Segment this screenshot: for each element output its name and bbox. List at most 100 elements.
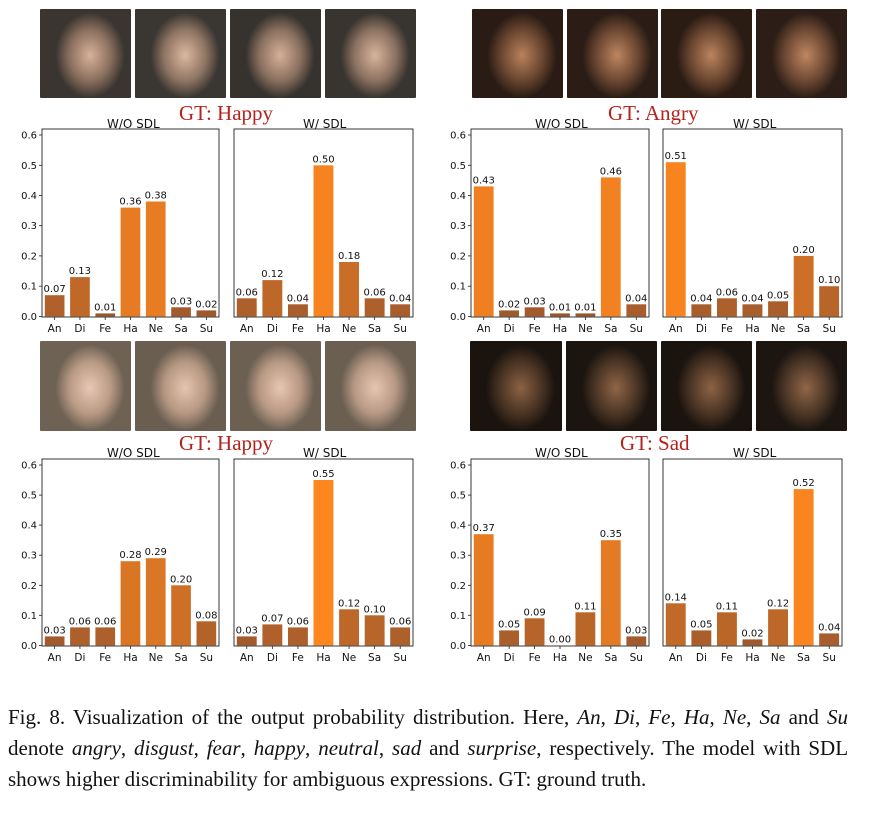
x-tick-label: Fe [99, 652, 111, 664]
y-tick-label: 0.3 [450, 551, 466, 562]
bar-ne [575, 612, 596, 646]
x-tick-label: Sa [368, 652, 381, 664]
data-label: 0.20 [792, 245, 814, 256]
face-thumbnail [135, 9, 226, 98]
bar-ne [768, 609, 788, 646]
y-tick-label: 0.3 [21, 221, 37, 232]
bar-sa [364, 298, 385, 317]
x-tick-label: Sa [175, 652, 188, 664]
bar-an [665, 162, 686, 317]
face-thumbnail [135, 341, 226, 431]
data-label: 0.01 [549, 302, 571, 313]
data-label: 0.01 [574, 302, 596, 313]
x-tick-label: Fe [529, 323, 541, 335]
caption-sep: denote [8, 736, 72, 760]
data-label: 0.10 [363, 604, 385, 615]
bar-ha [742, 639, 763, 646]
data-label: 0.06 [716, 287, 738, 298]
data-label: 0.05 [690, 619, 712, 630]
caption-term-fe: Fe [648, 705, 671, 729]
data-label: 0.14 [665, 592, 687, 603]
data-label: 0.03 [43, 625, 65, 636]
bar-charts: 0.07 An 0.13 Di 0.01 Fe 0.36 Ha 0.38 Ne 0.03 Sa 0.02… [21, 128, 843, 664]
caption-word-happy: happy [253, 736, 306, 760]
x-tick-label: Sa [368, 323, 381, 335]
x-tick-label: Su [200, 652, 213, 664]
bar-su [196, 621, 217, 646]
plot-frame [41, 128, 220, 318]
data-label: 0.03 [236, 625, 258, 636]
data-label: 0.50 [312, 154, 334, 165]
subplot-title-1: W/O SDL [107, 117, 160, 131]
data-label: 0.04 [625, 293, 647, 304]
bar-ne [145, 201, 166, 317]
caption-text: , respectively. The model with SDL shows… [8, 736, 849, 791]
data-label: 0.06 [236, 287, 258, 298]
plot-frame [470, 128, 650, 318]
gt-label-panel-1: GT: Happy [179, 101, 274, 125]
plot-frame [470, 458, 650, 647]
chart-5: 0.03 An 0.06 Di 0.06 Fe 0.28 Ha 0.29 Ne 0.20 Sa 0.08… [21, 458, 220, 664]
caption-sep: , [120, 736, 135, 760]
x-tick-label: Su [394, 323, 407, 335]
y-tick-label: 0.6 [450, 461, 466, 472]
data-label: 0.20 [170, 574, 192, 585]
bar-sa [793, 255, 814, 317]
x-tick-label: Su [394, 652, 407, 664]
y-tick-label: 0.0 [450, 312, 466, 323]
face-thumbnail [470, 341, 562, 431]
y-tick-label: 0.2 [450, 251, 466, 262]
data-label: 0.05 [498, 619, 520, 630]
x-tick-label: Sa [604, 652, 617, 664]
y-tick-label: 0.0 [21, 641, 37, 652]
data-label: 0.04 [287, 293, 309, 304]
x-tick-label: Di [74, 323, 85, 335]
caption-sep: , [709, 705, 723, 729]
x-tick-label: Ne [149, 652, 163, 664]
y-tick-label: 0.5 [450, 491, 466, 502]
x-tick-label: Fe [99, 323, 111, 335]
face-thumbnail [325, 341, 416, 431]
caption-sep: , [305, 736, 319, 760]
x-tick-label: Di [504, 323, 515, 335]
x-tick-label: Fe [529, 652, 541, 664]
bar-an [473, 534, 494, 646]
bar-di [70, 627, 90, 646]
caption-sep: , [193, 736, 207, 760]
y-tick-label: 0.5 [21, 161, 37, 172]
x-tick-label: An [48, 652, 62, 664]
subplot-title-4: W/ SDL [733, 117, 777, 131]
bar-di [691, 304, 712, 317]
y-tick-label: 0.6 [450, 131, 466, 142]
x-tick-label: Di [696, 323, 707, 335]
data-label: 0.05 [767, 290, 789, 301]
data-label: 0.06 [94, 616, 116, 627]
caption-term-di: Di [613, 705, 635, 729]
caption-sep: , [634, 705, 649, 729]
caption-sep: and [421, 736, 468, 760]
caption-term-ne: Ne [722, 705, 747, 729]
x-tick-label: Fe [292, 323, 304, 335]
data-label: 0.37 [473, 523, 495, 534]
caption-term-su: Su [827, 705, 849, 729]
bar-su [626, 304, 647, 317]
data-label: 0.02 [741, 628, 763, 639]
bar-di [70, 277, 90, 317]
plot-frame [233, 128, 414, 318]
face-thumbnail [40, 9, 131, 98]
x-tick-label: Sa [604, 323, 617, 335]
x-tick-label: Ha [123, 652, 137, 664]
x-tick-label: Su [630, 652, 643, 664]
data-label: 0.28 [119, 550, 141, 561]
bar-su [390, 627, 411, 646]
data-label: 0.07 [261, 613, 283, 624]
bar-an [665, 603, 686, 646]
plot-frame [662, 458, 843, 647]
bar-di [262, 280, 283, 317]
x-tick-label: Fe [721, 652, 733, 664]
bar-ne [768, 301, 788, 317]
y-tick-label: 0.4 [450, 521, 466, 532]
x-tick-label: Di [267, 323, 278, 335]
caption-sep: , [670, 705, 684, 729]
